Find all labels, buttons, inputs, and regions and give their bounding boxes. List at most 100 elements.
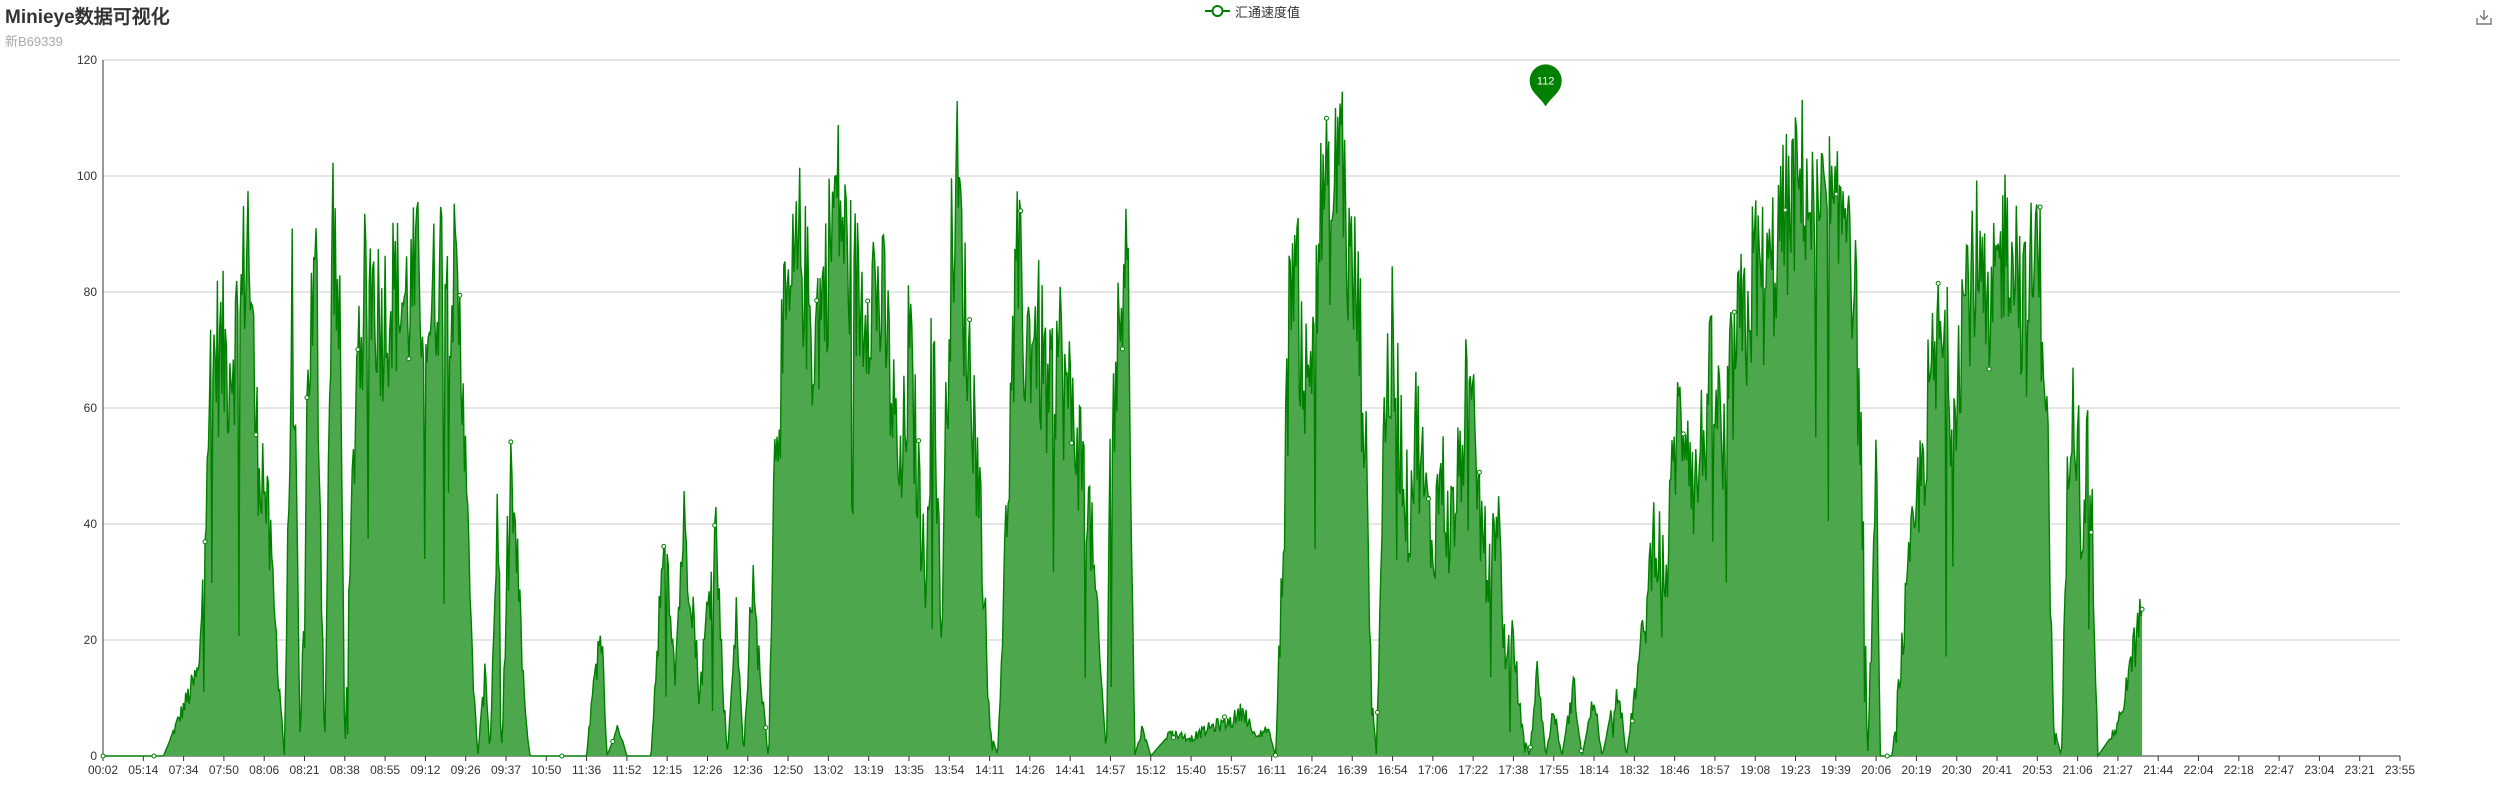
x-tick-label: 21:44	[2143, 763, 2173, 777]
x-tick-label: 12:26	[692, 763, 722, 777]
x-tick-label: 09:37	[491, 763, 521, 777]
data-point	[355, 346, 361, 352]
data-point	[1782, 207, 1788, 213]
x-tick-label: 20:30	[1942, 763, 1972, 777]
data-point	[1171, 735, 1177, 741]
data-point	[712, 522, 718, 528]
chart-title: Minieye数据可视化	[5, 7, 170, 28]
x-tick-label: 16:24	[1297, 763, 1327, 777]
max-point-marker	[1529, 64, 1562, 107]
x-tick-label: 07:50	[209, 763, 239, 777]
x-tick-label: 22:18	[2224, 763, 2254, 777]
x-tick-label: 23:21	[2345, 763, 2375, 777]
data-point	[1069, 440, 1075, 446]
data-point	[100, 753, 106, 759]
data-point	[304, 395, 310, 401]
data-point	[916, 438, 922, 444]
x-tick-label: 19:23	[1781, 763, 1811, 777]
x-tick-label: 19:08	[1740, 763, 1770, 777]
data-point	[253, 432, 259, 438]
data-point	[1018, 208, 1024, 214]
x-tick-label: 09:26	[451, 763, 481, 777]
data-point	[202, 539, 208, 545]
legend-label: 汇通速度值	[1235, 4, 1301, 20]
data-point	[610, 739, 616, 744]
x-tick-label: 09:12	[410, 763, 440, 777]
data-point	[967, 317, 973, 323]
x-tick-label: 15:40	[1176, 763, 1206, 777]
y-tick-label: 40	[84, 517, 98, 531]
max-point-label: 112	[1537, 75, 1555, 87]
x-tick-label: 15:12	[1136, 763, 1166, 777]
x-tick-label: 14:57	[1095, 763, 1125, 777]
x-tick-label: 13:54	[934, 763, 964, 777]
x-tick-label: 17:06	[1418, 763, 1448, 777]
x-tick-label: 17:55	[1539, 763, 1569, 777]
data-point	[2037, 204, 2043, 210]
data-point	[814, 298, 820, 304]
data-point	[1222, 714, 1228, 720]
x-tick-label: 12:36	[733, 763, 763, 777]
x-tick-label: 20:06	[1861, 763, 1891, 777]
x-tick-label: 08:55	[370, 763, 400, 777]
data-point	[1476, 469, 1482, 475]
data-point	[151, 753, 157, 759]
legend-item-speed[interactable]: 汇通速度值	[1205, 2, 1300, 20]
data-point	[763, 725, 769, 731]
x-tick-label: 20:53	[2022, 763, 2052, 777]
download-icon[interactable]	[2475, 8, 2493, 26]
x-tick-label: 11:52	[612, 763, 641, 777]
x-tick-label: 21:06	[2063, 763, 2093, 777]
x-tick-label: 23:04	[2304, 763, 2334, 777]
data-point	[1935, 280, 1941, 286]
data-point	[1323, 115, 1329, 121]
y-tick-label: 20	[84, 633, 98, 647]
x-tick-label: 18:57	[1700, 763, 1730, 777]
data-point	[661, 543, 667, 549]
x-tick-label: 19:39	[1821, 763, 1851, 777]
x-tick-label: 20:41	[1982, 763, 2012, 777]
x-tick-label: 16:11	[1257, 763, 1286, 777]
data-point	[457, 292, 463, 298]
x-tick-label: 21:27	[2103, 763, 2133, 777]
x-tick-label: 18:14	[1579, 763, 1609, 777]
data-point	[2088, 529, 2094, 535]
x-tick-label: 14:26	[1015, 763, 1045, 777]
data-point	[1272, 752, 1278, 758]
y-tick-label: 100	[77, 169, 97, 183]
y-tick-label: 0	[90, 749, 97, 763]
x-tick-label: 20:19	[1901, 763, 1931, 777]
speed-area	[103, 91, 2143, 757]
x-tick-label: 10:50	[531, 763, 561, 777]
x-tick-label: 07:34	[169, 763, 199, 777]
x-tick-label: 14:11	[975, 763, 1004, 777]
x-tick-label: 18:46	[1660, 763, 1690, 777]
data-point	[1374, 709, 1380, 715]
x-tick-label: 08:06	[249, 763, 279, 777]
data-point	[1884, 753, 1890, 759]
y-tick-label: 60	[84, 401, 98, 415]
x-tick-label: 00:02	[88, 763, 118, 777]
x-tick-label: 11:36	[572, 763, 601, 777]
x-tick-label: 16:39	[1337, 763, 1367, 777]
data-point	[1986, 366, 1992, 372]
data-point	[2139, 606, 2145, 612]
data-point	[1629, 718, 1635, 724]
data-point	[508, 439, 514, 445]
x-tick-label: 17:22	[1458, 763, 1488, 777]
data-point	[1680, 431, 1686, 437]
data-point	[406, 356, 412, 362]
data-point	[865, 298, 871, 304]
data-point	[1833, 191, 1839, 197]
data-point	[1425, 496, 1431, 502]
data-point	[559, 753, 565, 759]
x-tick-label: 13:19	[854, 763, 884, 777]
x-tick-label: 14:41	[1055, 763, 1085, 777]
x-tick-label: 12:15	[652, 763, 682, 777]
data-point	[1527, 744, 1533, 750]
data-point	[1731, 309, 1737, 315]
x-tick-label: 15:57	[1216, 763, 1246, 777]
x-tick-label: 05:14	[128, 763, 158, 777]
